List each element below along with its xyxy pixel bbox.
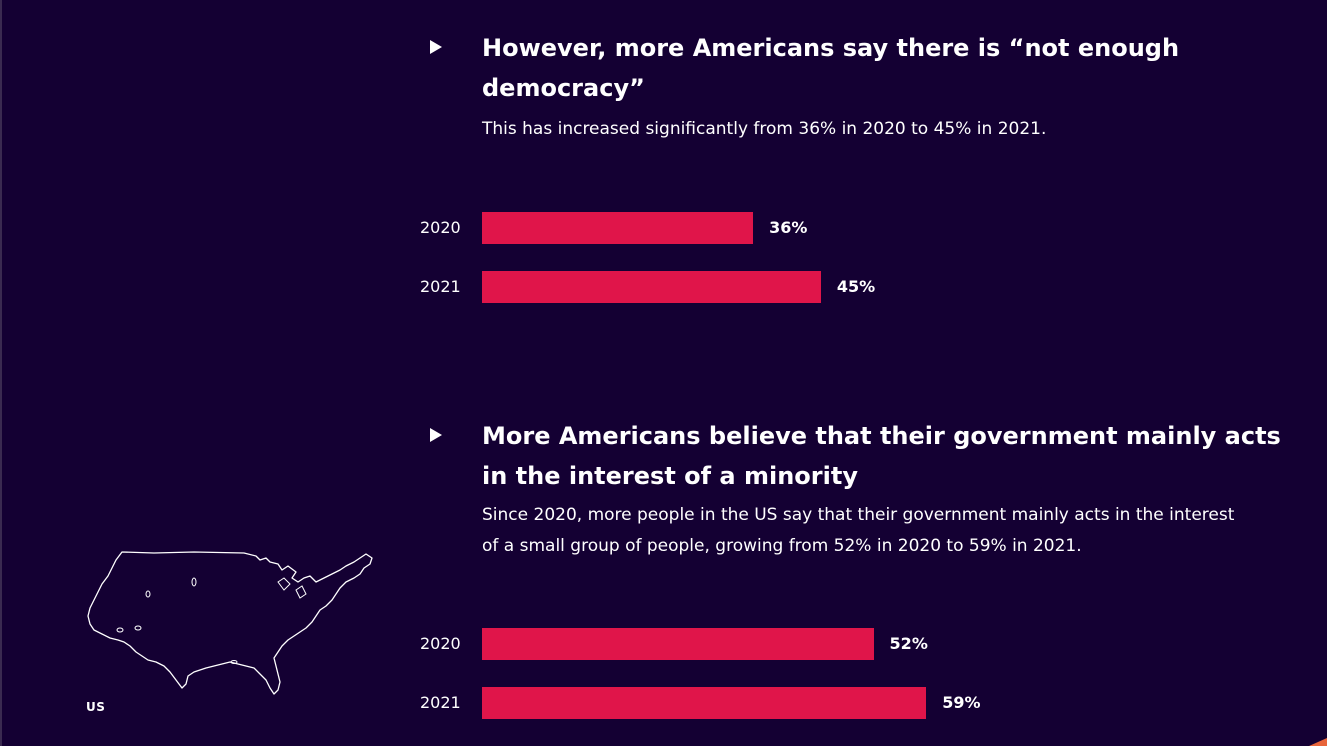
section-heading: However, more Americans say there is “no… bbox=[482, 34, 1180, 102]
bar-2021 bbox=[482, 687, 927, 719]
left-edge-divider bbox=[0, 0, 2, 746]
bar-2020 bbox=[482, 628, 874, 660]
bar-category-label: 2021 bbox=[420, 693, 461, 712]
corner-accent-mark bbox=[1309, 738, 1327, 746]
bar-2021 bbox=[482, 271, 821, 303]
bar-value-label: 45% bbox=[836, 277, 876, 296]
section-description: Since 2020, more people in the US say th… bbox=[482, 505, 1235, 556]
bar-2020 bbox=[482, 212, 754, 244]
bar-chart-government-minority: 2020 52% 2021 59% bbox=[420, 628, 1280, 728]
bar-row-2020: 2020 36% bbox=[420, 212, 1280, 244]
bar-row-2021: 2021 45% bbox=[420, 271, 1280, 303]
section-heading: More Americans believe that their govern… bbox=[482, 422, 1281, 490]
section-description: This has increased significantly from 36… bbox=[482, 119, 1047, 139]
bar-category-label: 2021 bbox=[420, 277, 461, 296]
bar-category-label: 2020 bbox=[420, 218, 461, 237]
bar-chart-not-enough-democracy: 2020 36% 2021 45% bbox=[420, 212, 1280, 312]
bar-row-2020: 2020 52% bbox=[420, 628, 1280, 660]
bar-value-label: 36% bbox=[769, 218, 808, 237]
bar-value-label: 52% bbox=[889, 634, 928, 653]
bar-value-label: 59% bbox=[942, 693, 981, 712]
us-map-icon bbox=[84, 548, 378, 696]
play-triangle-icon bbox=[430, 428, 442, 442]
bar-row-2021: 2021 59% bbox=[420, 687, 1280, 719]
map-label: US bbox=[86, 700, 106, 714]
bar-category-label: 2020 bbox=[420, 634, 461, 653]
play-triangle-icon bbox=[430, 40, 442, 54]
